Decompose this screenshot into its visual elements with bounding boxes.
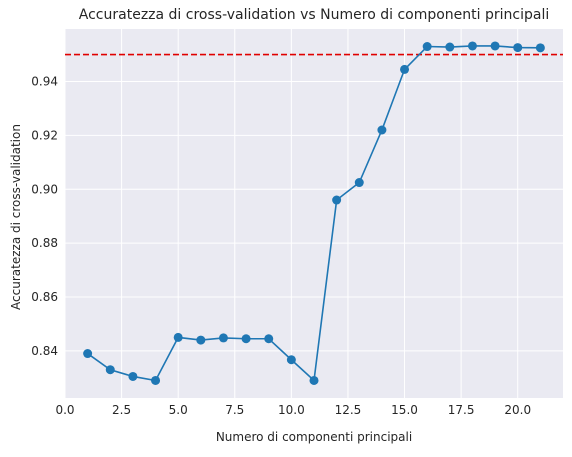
data-point	[490, 41, 500, 51]
x-tick-label: 12.5	[335, 403, 362, 417]
tick-labels: 0.0 2.5 5.0 7.5 10.0 12.5 15.0 17.5 20.0 0.84 0.86…	[31, 75, 531, 417]
y-tick-label: 0.84	[31, 344, 58, 358]
data-point	[196, 335, 206, 345]
y-tick-label: 0.90	[31, 182, 58, 196]
y-tick-label: 0.86	[31, 290, 58, 304]
x-tick-label: 20.0	[504, 403, 531, 417]
x-tick-label: 17.5	[448, 403, 475, 417]
x-tick-label: 2.5	[112, 403, 131, 417]
y-tick-label: 0.88	[31, 236, 58, 250]
data-point	[422, 42, 432, 52]
data-point	[467, 41, 477, 51]
data-point	[83, 349, 93, 359]
x-tick-label: 7.5	[225, 403, 244, 417]
data-point	[309, 375, 319, 385]
series-layer	[83, 41, 545, 385]
data-point	[264, 334, 274, 344]
data-point	[377, 125, 387, 135]
data-point	[241, 334, 251, 344]
x-tick-label: 10.0	[278, 403, 305, 417]
plot-background	[65, 29, 563, 398]
x-tick-label: 5.0	[169, 403, 188, 417]
x-axis-label: Numero di componenti principali	[216, 430, 412, 444]
y-axis-label: Accuratezza di cross-validation	[9, 124, 23, 310]
data-point	[218, 333, 228, 343]
data-point	[400, 64, 410, 74]
data-point	[445, 42, 455, 52]
grid-layer	[64, 29, 563, 398]
y-tick-label: 0.94	[31, 75, 58, 89]
data-point	[105, 365, 115, 375]
data-point	[513, 43, 523, 53]
data-point	[173, 332, 183, 342]
x-tick-label: 0.0	[55, 403, 74, 417]
data-point	[128, 371, 138, 381]
x-tick-label: 15.0	[391, 403, 418, 417]
chart-title: Accuratezza di cross-validation vs Numer…	[79, 7, 549, 23]
data-point	[535, 43, 545, 53]
data-point	[332, 195, 342, 205]
data-point	[151, 375, 161, 385]
y-tick-label: 0.92	[31, 128, 58, 142]
data-point	[354, 178, 364, 188]
data-point	[286, 355, 296, 365]
